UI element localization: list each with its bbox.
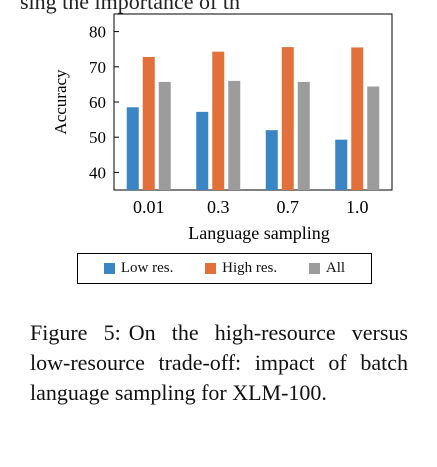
chart-legend: Low res. High res. All — [77, 253, 372, 284]
x-axis-label: Language sampling — [188, 223, 329, 243]
legend-swatch-high-res — [205, 263, 217, 274]
bar-low-res-0.3 — [196, 111, 209, 190]
legend-item-high-res: High res. — [205, 260, 277, 277]
plot-frame — [113, 13, 393, 191]
bar-high-res-0.01 — [142, 56, 155, 190]
legend-item-all: All — [308, 260, 346, 277]
y-tick-label: 40 — [89, 163, 106, 182]
y-axis-label: Accuracy — [51, 69, 70, 135]
y-tick-label: 80 — [89, 23, 106, 42]
legend-label-all: All — [325, 260, 346, 276]
legend-label-low-res: Low res. — [120, 260, 174, 276]
bar-high-res-1.0 — [351, 47, 364, 190]
bar-low-res-0.7 — [265, 130, 278, 190]
legend-swatch-all — [308, 263, 320, 274]
bar-high-res-0.7 — [281, 47, 294, 191]
bar-all-0.3 — [228, 80, 241, 190]
cropped-top-text: sing the importance of th — [20, 0, 240, 14]
y-tick-label: 50 — [89, 128, 106, 147]
chart-bars — [126, 47, 380, 191]
legend-label-high-res: High res. — [222, 260, 278, 276]
bar-all-0.01 — [158, 81, 171, 190]
bar-high-res-0.3 — [212, 51, 225, 190]
bar-all-0.7 — [297, 81, 310, 190]
x-tick-label: 0.01 — [133, 197, 165, 217]
bar-all-1.0 — [367, 86, 380, 190]
y-tick-label: 60 — [89, 93, 106, 112]
figure-caption-text: On the high-resource versus low-resource… — [30, 320, 408, 405]
bar-chart: 40 50 60 70 80 Accuracy 0.01 0.3 0.7 1.0 Language … — [51, 13, 393, 243]
figure-caption: Figure 5: On the high-resource versus low… — [30, 318, 408, 408]
figure-label: Figure 5: — [30, 320, 121, 345]
legend-item-low-res: Low res. — [103, 260, 174, 277]
y-tick-label: 70 — [89, 58, 106, 77]
x-tick-label: 1.0 — [346, 197, 369, 217]
bar-low-res-1.0 — [335, 139, 348, 190]
legend-swatch-low-res — [103, 263, 115, 274]
x-tick-label: 0.3 — [207, 197, 230, 217]
x-tick-label: 0.7 — [277, 197, 300, 217]
chart-labels: 40 50 60 70 80 Accuracy 0.01 0.3 0.7 1.0 Language … — [51, 23, 369, 243]
chart-axes — [113, 13, 393, 191]
bar-low-res-0.01 — [126, 107, 139, 190]
